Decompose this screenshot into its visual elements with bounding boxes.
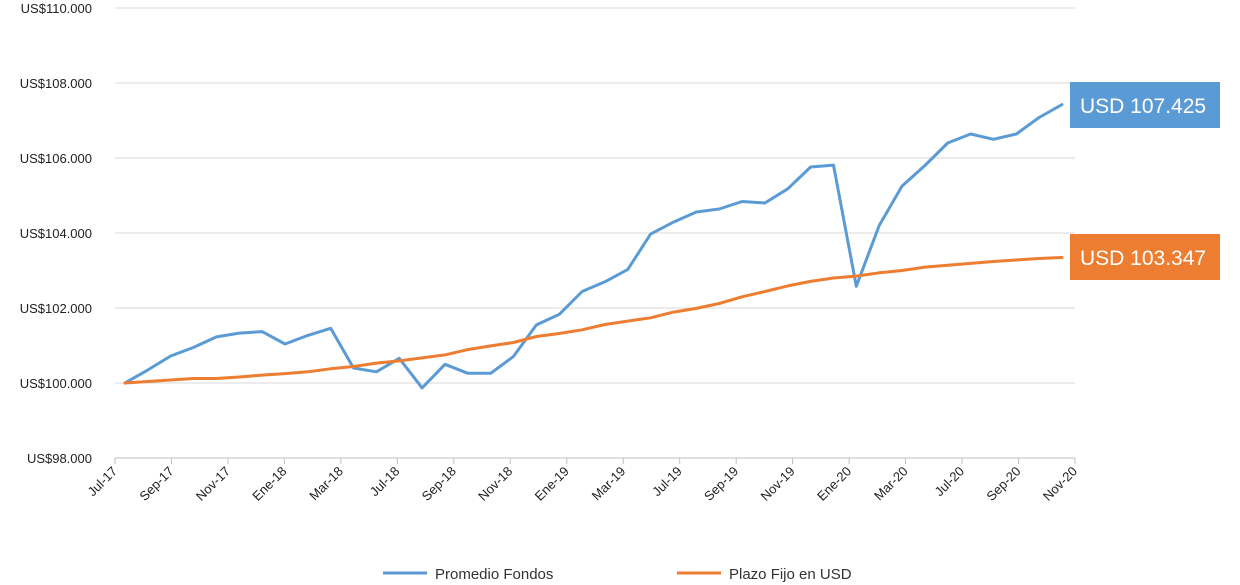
y-tick-label: US$102.000 <box>20 301 92 316</box>
x-tick-label: Nov-17 <box>193 464 233 504</box>
value-callout-label: USD 103.347 <box>1080 247 1206 270</box>
x-tick-label: Nov-19 <box>758 464 798 504</box>
y-tick-label: US$106.000 <box>20 151 92 166</box>
y-tick-label: US$108.000 <box>20 76 92 91</box>
value-callout-box <box>1070 82 1220 128</box>
x-tick-label: Jul-18 <box>367 464 403 500</box>
x-tick-label: Mar-20 <box>871 464 911 504</box>
y-tick-label: US$104.000 <box>20 226 92 241</box>
y-tick-label: US$98.000 <box>27 451 92 466</box>
x-tick-label: Sep-17 <box>136 464 176 504</box>
x-tick-label: Jul-19 <box>649 464 685 500</box>
x-tick-label: Sep-18 <box>419 464 459 504</box>
value-callout-label: USD 107.425 <box>1080 95 1206 118</box>
x-tick-label: Sep-19 <box>701 464 741 504</box>
x-tick-label: Nov-18 <box>475 464 515 504</box>
callouts: USD 107.425 USD 103.347 <box>1070 82 1220 280</box>
y-tick-label: US$110.000 <box>21 1 92 16</box>
x-tick-label: Jul-17 <box>84 464 120 500</box>
series-line-promedio-fondos <box>123 103 1064 390</box>
x-tick-label: Mar-18 <box>306 464 346 504</box>
series-line-plazo-fijo <box>123 256 1064 385</box>
x-tick-label: Ene-18 <box>249 464 289 504</box>
x-tick-label: Mar-19 <box>589 464 629 504</box>
x-tick-label: Jul-20 <box>932 464 968 500</box>
x-tick-label: Ene-19 <box>532 464 572 504</box>
x-tick-label: Ene-20 <box>814 464 854 504</box>
axes: US$98.000 US$100.000 US$102.000 US$104.000 U… <box>20 1 1080 504</box>
y-tick-label: US$100.000 <box>20 376 92 391</box>
series-lines <box>123 103 1064 390</box>
x-tick-label: Nov-20 <box>1040 464 1080 504</box>
legend-label: Plazo Fijo en USD <box>729 566 852 583</box>
legend-label: Promedio Fondos <box>435 566 553 583</box>
value-callout-box <box>1070 234 1220 280</box>
x-tick-label: Sep-20 <box>983 464 1023 504</box>
gridlines <box>115 7 1075 384</box>
legend: Promedio Fondos Plazo Fijo en USD <box>383 566 852 583</box>
